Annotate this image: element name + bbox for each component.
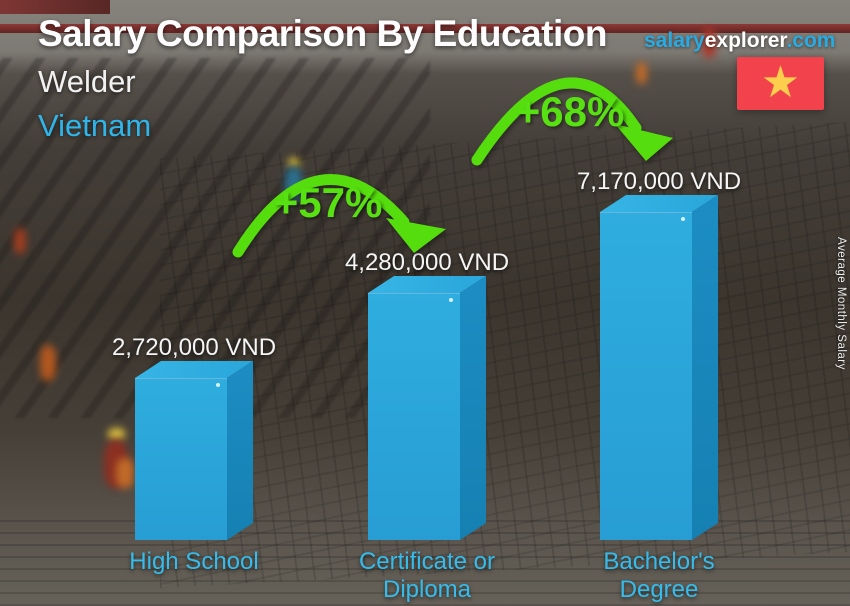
bar-side-face [227,361,253,540]
worker-figure [636,62,647,84]
y-axis-label: Average Monthly Salary [835,237,847,370]
category-label: Certificate or Diploma [358,548,496,603]
bar-top-face [135,361,253,378]
brand-salary: salary [644,29,705,52]
worker-figure [116,458,134,488]
highlight-dot [681,217,685,221]
bar-side-face [692,195,718,540]
bar-front-face [135,378,227,540]
bar-3d [119,361,269,547]
increase-label-1: +57% [273,179,383,226]
highlight-dot [449,298,453,302]
bar-front-face [600,212,692,540]
background-red-beam [0,0,110,14]
worker-figure [104,440,128,488]
worker-figure [14,228,26,254]
value-label: 7,170,000 VND [576,168,742,195]
bar-side-face [460,276,486,540]
increase-label-2: +68% [515,88,625,135]
country-name: Vietnam [38,108,152,143]
bar-front-face [368,293,460,540]
value-label: 4,280,000 VND [344,249,510,276]
bar-3d [584,195,734,547]
bar-top-face [368,276,486,293]
category-label: High School [129,548,259,575]
worker-figure [40,345,56,381]
brand-dotcom: .com [786,29,836,52]
worker-figure [108,428,125,440]
worker-figure [288,158,300,167]
category-label: Bachelor's Degree [603,548,715,603]
bar-3d [352,276,502,547]
vietnam-flag: ★ [737,57,824,110]
arrow-1-head-icon [386,218,446,253]
value-label: 2,720,000 VND [111,334,277,361]
highlight-dot [216,383,220,387]
page-title: Salary Comparison By Education [38,13,607,54]
job-title: Welder [38,64,136,99]
bar-top-face [600,195,718,212]
brand-explorer: explorer [704,29,787,52]
brand-link[interactable]: salaryexplorer.com [644,29,835,53]
